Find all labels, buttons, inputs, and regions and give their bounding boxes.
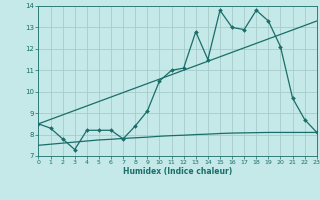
X-axis label: Humidex (Indice chaleur): Humidex (Indice chaleur) [123,167,232,176]
